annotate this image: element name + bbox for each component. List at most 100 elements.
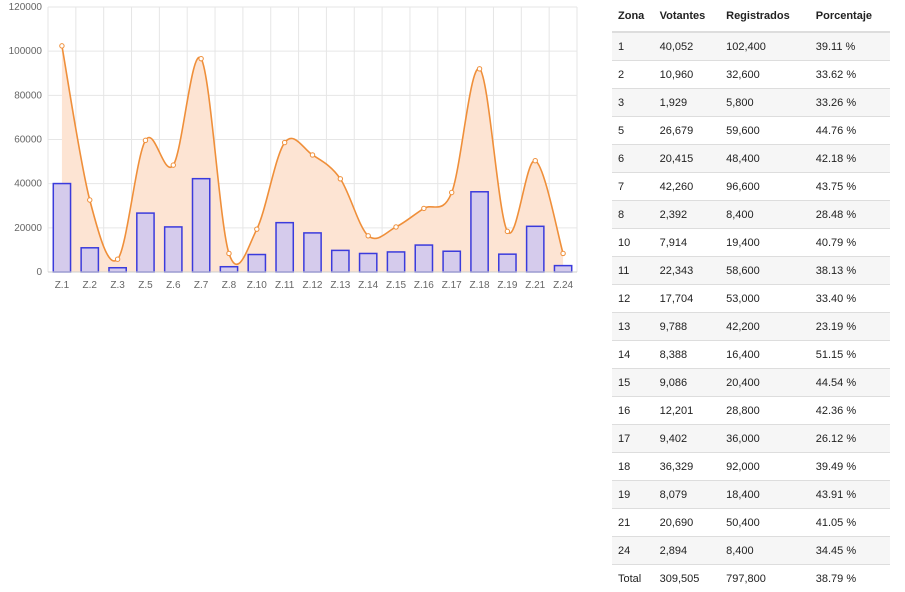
cell-porcentaje: 38.13 % — [810, 257, 890, 285]
cell-zona: 14 — [612, 341, 654, 369]
cell-votantes: 40,052 — [654, 32, 721, 61]
registered-point — [477, 67, 481, 71]
registered-point — [255, 227, 259, 231]
cell-porcentaje: 23.19 % — [810, 313, 890, 341]
cell-porcentaje: 43.75 % — [810, 173, 890, 201]
y-tick-label: 80000 — [14, 90, 42, 101]
cell-registrados: 28,800 — [720, 397, 810, 425]
x-tick-label: Z.8 — [222, 280, 237, 291]
cell-porcentaje: 34.45 % — [810, 537, 890, 565]
cell-zona: 11 — [612, 257, 654, 285]
registered-point — [143, 138, 147, 142]
bar-votantes — [471, 192, 488, 272]
cell-zona: 24 — [612, 537, 654, 565]
cell-registrados: 8,400 — [720, 201, 810, 229]
cell-zona: 1 — [612, 32, 654, 61]
x-tick-label: Z.12 — [302, 280, 322, 291]
registered-point — [227, 251, 231, 255]
cell-votantes: 42,260 — [654, 173, 721, 201]
cell-registrados: 59,600 — [720, 117, 810, 145]
cell-porcentaje: 33.62 % — [810, 61, 890, 89]
cell-zona: 18 — [612, 453, 654, 481]
y-tick-label: 20000 — [14, 223, 42, 234]
cell-registrados: 96,600 — [720, 173, 810, 201]
header-registrados: Registrados — [720, 0, 810, 32]
x-tick-label: Z.24 — [553, 280, 573, 291]
cell-porcentaje: 33.40 % — [810, 285, 890, 313]
cell-registrados: 48,400 — [720, 145, 810, 173]
y-tick-label: 100000 — [9, 46, 43, 57]
x-tick-label: Z.14 — [358, 280, 378, 291]
registered-point — [422, 206, 426, 210]
cell-zona: 19 — [612, 481, 654, 509]
cell-porcentaje: 44.76 % — [810, 117, 890, 145]
cell-votantes: 10,960 — [654, 61, 721, 89]
registered-point — [60, 44, 64, 48]
cell-porcentaje: 41.05 % — [810, 509, 890, 537]
x-tick-label: Z.3 — [110, 280, 125, 291]
y-tick-label: 120000 — [9, 2, 43, 13]
cell-registrados: 50,400 — [720, 509, 810, 537]
header-votantes: Votantes — [654, 0, 721, 32]
cell-porcentaje: 43.91 % — [810, 481, 890, 509]
bar-votantes — [415, 245, 432, 272]
cell-registrados: 42,200 — [720, 313, 810, 341]
y-tick-label: 40000 — [14, 179, 42, 190]
total-votantes: 309,505 — [654, 565, 721, 592]
registered-point — [199, 56, 203, 60]
bar-votantes — [165, 227, 182, 272]
bar-votantes — [109, 268, 126, 272]
registered-point — [533, 159, 537, 163]
cell-porcentaje: 42.36 % — [810, 397, 890, 425]
cell-zona: 7 — [612, 173, 654, 201]
cell-registrados: 8,400 — [720, 537, 810, 565]
header-zona: Zona — [612, 0, 654, 32]
cell-registrados: 53,000 — [720, 285, 810, 313]
cell-votantes: 2,894 — [654, 537, 721, 565]
table-total-row: Total 309,505 797,800 38.79 % — [612, 565, 890, 592]
x-tick-label: Z.2 — [83, 280, 98, 291]
x-tick-label: Z.5 — [138, 280, 153, 291]
bar-votantes — [193, 179, 210, 272]
total-porcentaje: 38.79 % — [810, 565, 890, 592]
bar-votantes — [248, 255, 265, 272]
x-tick-label: Z.1 — [55, 280, 70, 291]
cell-registrados: 92,000 — [720, 453, 810, 481]
cell-porcentaje: 44.54 % — [810, 369, 890, 397]
cell-porcentaje: 40.79 % — [810, 229, 890, 257]
cell-registrados: 36,000 — [720, 425, 810, 453]
table-header-row: Zona Votantes Registrados Porcentaje — [612, 0, 890, 32]
x-tick-label: Z.17 — [442, 280, 462, 291]
x-tick-label: Z.16 — [414, 280, 434, 291]
bar-votantes — [276, 223, 293, 272]
registered-point — [171, 163, 175, 167]
cell-porcentaje: 39.49 % — [810, 453, 890, 481]
bar-votantes — [360, 253, 377, 272]
cell-zona: 12 — [612, 285, 654, 313]
cell-registrados: 19,400 — [720, 229, 810, 257]
cell-zona: 15 — [612, 369, 654, 397]
bar-votantes — [387, 252, 404, 272]
cell-votantes: 9,788 — [654, 313, 721, 341]
cell-zona: 3 — [612, 89, 654, 117]
header-porcentaje: Porcentaje — [810, 0, 890, 32]
cell-porcentaje: 26.12 % — [810, 425, 890, 453]
bar-votantes — [554, 266, 571, 272]
bar-votantes — [304, 233, 321, 272]
registered-point — [366, 234, 370, 238]
cell-zona: 13 — [612, 313, 654, 341]
